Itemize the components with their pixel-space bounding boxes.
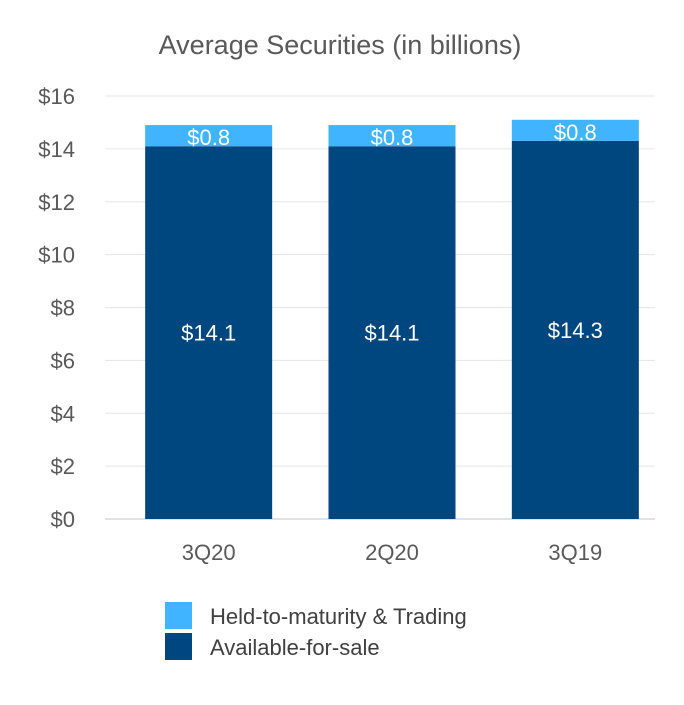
data-label: $0.8	[554, 120, 597, 145]
y-tick-label: $2	[51, 454, 75, 479]
legend-label: Held-to-maturity & Trading	[210, 604, 467, 629]
data-label: $14.1	[364, 321, 419, 346]
bar-segment	[328, 125, 456, 147]
x-category-label: 3Q19	[548, 540, 602, 565]
y-tick-label: $14	[38, 137, 75, 162]
y-tick-label: $4	[51, 401, 75, 426]
legend-label: Available-for-sale	[210, 635, 380, 660]
x-category-label: 3Q20	[182, 540, 236, 565]
bars	[145, 119, 639, 519]
y-axis-ticks: $0 $2 $4 $6 $8 $10 $12 $14 $16	[38, 84, 75, 532]
x-axis-categories: 3Q20 2Q20 3Q19	[182, 540, 602, 565]
legend-swatch	[165, 633, 192, 660]
x-category-label: 2Q20	[365, 540, 419, 565]
y-tick-label: $16	[38, 84, 75, 109]
y-tick-label: $0	[51, 507, 75, 532]
data-label: $14.3	[548, 318, 603, 343]
chart-title: Average Securities (in billions)	[159, 30, 522, 60]
data-labels: $14.1 $0.8 $14.1 $0.8 $14.3 $0.8	[181, 120, 603, 346]
bar-segment	[145, 125, 273, 147]
data-label: $0.8	[187, 125, 230, 150]
y-tick-label: $8	[51, 296, 75, 321]
data-label: $14.1	[181, 321, 236, 346]
y-tick-label: $6	[51, 348, 75, 373]
bar-segment	[145, 146, 273, 519]
bar-segment	[328, 146, 456, 519]
y-tick-label: $10	[38, 243, 75, 268]
legend-swatch	[165, 602, 192, 629]
bar-segment	[511, 119, 639, 141]
y-tick-label: $12	[38, 190, 75, 215]
data-label: $0.8	[371, 125, 414, 150]
legend: Held-to-maturity & Trading Available-for-…	[165, 602, 467, 660]
bar-segment	[511, 140, 639, 519]
